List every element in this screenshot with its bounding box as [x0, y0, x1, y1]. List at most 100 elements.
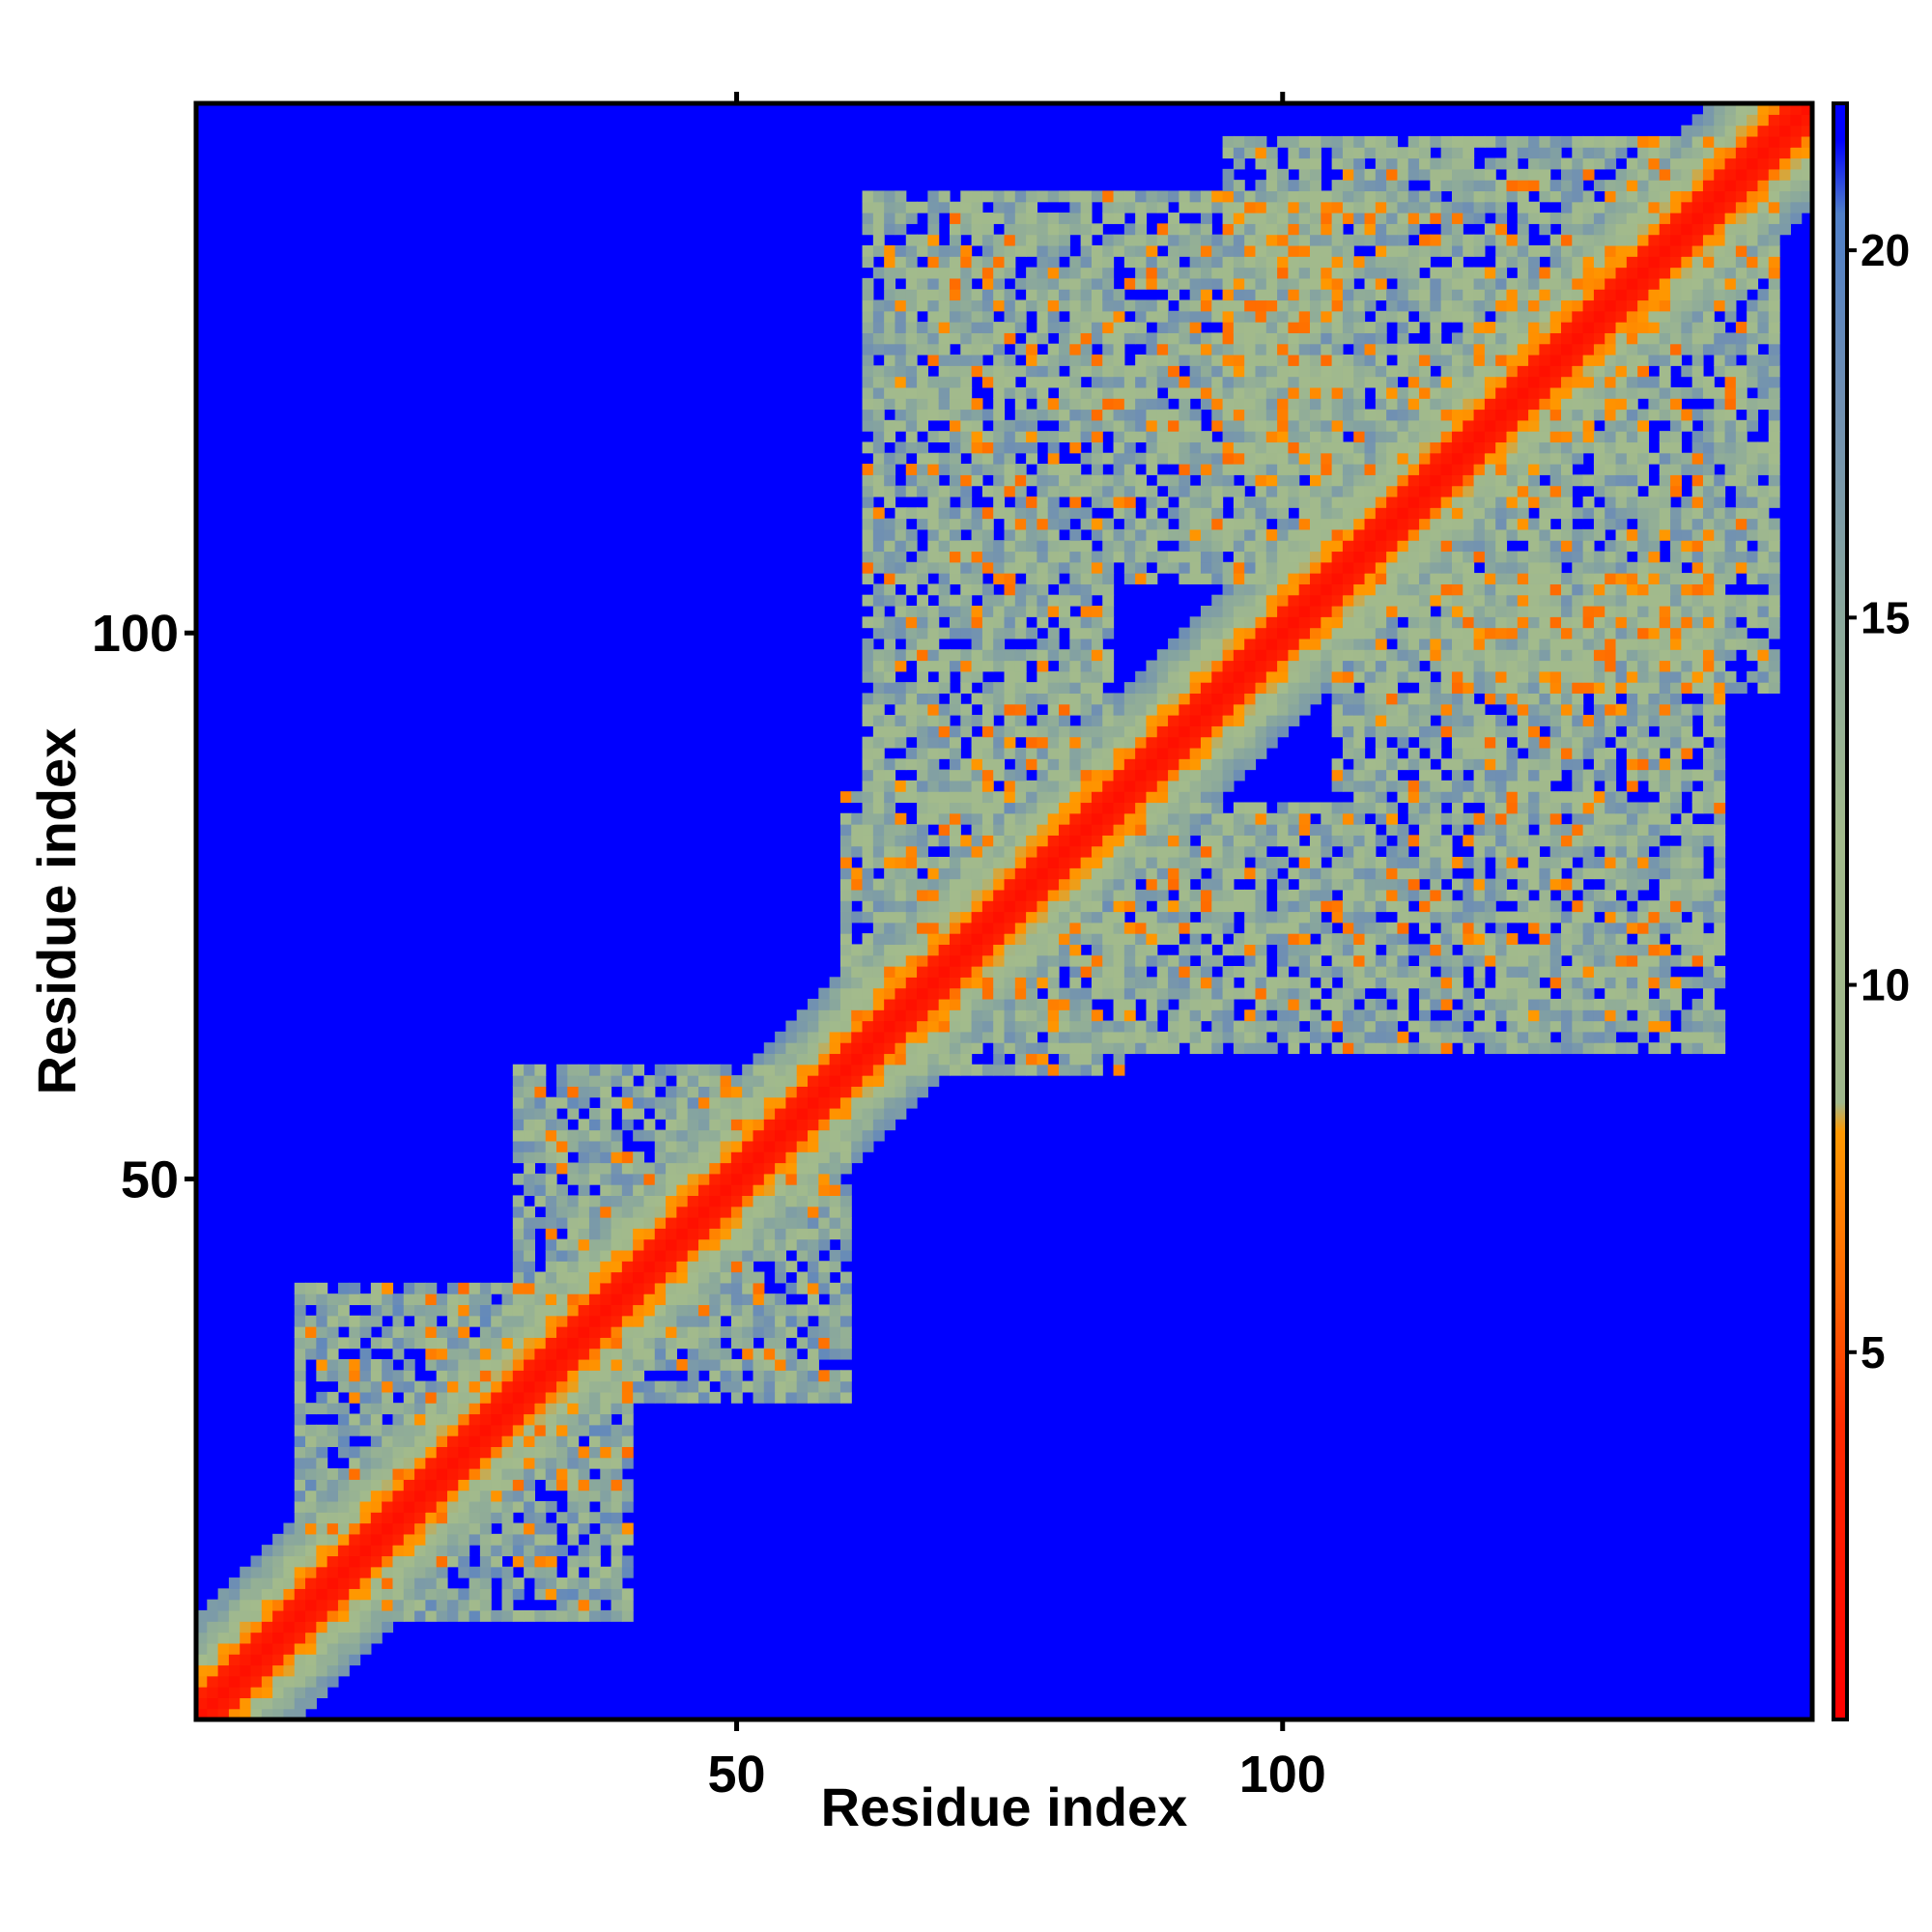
heatmap-cell: [862, 693, 874, 705]
heatmap-cell: [981, 889, 994, 901]
heatmap-cell: [818, 987, 831, 1000]
heatmap-cell: [446, 1424, 459, 1436]
heatmap-cell: [1014, 551, 1027, 563]
heatmap-cell: [1222, 1009, 1235, 1022]
heatmap-cell: [524, 1512, 536, 1524]
heatmap-cell: [1691, 977, 1704, 989]
heatmap-cell: [524, 1162, 536, 1175]
heatmap-cell: [621, 1457, 634, 1469]
heatmap-cell: [425, 1545, 438, 1557]
heatmap-cell: [1037, 310, 1049, 323]
heatmap-cell: [895, 332, 907, 345]
heatmap-cell: [872, 1086, 885, 1098]
heatmap-cell: [1146, 769, 1158, 781]
heatmap-cell: [993, 627, 1006, 639]
heatmap-cell: [1004, 474, 1016, 487]
heatmap-cell: [1047, 933, 1060, 946]
heatmap-cell: [1102, 1031, 1115, 1043]
heatmap-cell: [436, 1435, 448, 1447]
heatmap-cell: [643, 1380, 656, 1393]
heatmap-cell: [1430, 812, 1442, 825]
heatmap-cell: [839, 1293, 852, 1306]
heatmap-cell: [633, 1348, 645, 1360]
heatmap-cell: [938, 856, 951, 868]
heatmap-cell: [654, 1391, 667, 1404]
heatmap-cell: [1561, 845, 1573, 858]
heatmap-cell: [1495, 889, 1508, 901]
heatmap-cell: [621, 1337, 634, 1350]
heatmap-cell: [556, 1599, 568, 1611]
heatmap-cell: [337, 1632, 350, 1644]
heatmap-cell: [545, 1577, 557, 1589]
heatmap-cell: [1539, 802, 1551, 814]
heatmap-cell: [1091, 758, 1103, 771]
heatmap-cell: [775, 1107, 787, 1120]
heatmap-cell: [1407, 878, 1420, 891]
heatmap-cell: [305, 1566, 317, 1578]
heatmap-cell: [1123, 386, 1136, 399]
heatmap-cell: [884, 213, 896, 224]
heatmap-cell: [1419, 856, 1431, 868]
heatmap-cell: [512, 1304, 525, 1317]
heatmap-cell: [1004, 310, 1016, 323]
heatmap-cell: [1047, 703, 1060, 716]
heatmap-cell: [697, 1358, 710, 1371]
heatmap-cell: [1037, 1020, 1049, 1033]
heatmap-cell: [337, 1479, 350, 1492]
heatmap-cell: [917, 594, 928, 607]
heatmap-cell: [534, 1064, 547, 1076]
heatmap-cell: [414, 1545, 426, 1557]
heatmap-cell: [545, 1217, 557, 1229]
heatmap-cell: [578, 1326, 590, 1338]
heatmap-cell: [294, 1326, 306, 1338]
heatmap-cell: [905, 354, 918, 366]
heatmap-cell: [1179, 835, 1191, 847]
heatmap-cell: [895, 605, 907, 617]
heatmap-cell: [839, 966, 852, 978]
heatmap-cell: [949, 277, 961, 290]
heatmap-cell: [917, 518, 928, 530]
heatmap-cell: [556, 1140, 568, 1152]
heatmap-cell: [1572, 1042, 1584, 1055]
heatmap-cell: [1004, 289, 1016, 301]
heatmap-cell: [1539, 812, 1551, 825]
heatmap-cell: [1244, 1020, 1257, 1033]
heatmap-cell: [588, 1424, 601, 1436]
heatmap-cell: [1200, 911, 1212, 923]
heatmap-cell: [1123, 856, 1136, 868]
heatmap-cell: [1648, 1042, 1661, 1055]
heatmap-cell: [1407, 867, 1420, 880]
heatmap-cell: [1265, 1042, 1278, 1055]
heatmap-cell: [436, 1588, 448, 1601]
heatmap-cell: [753, 1217, 765, 1229]
heatmap-cell: [872, 594, 885, 607]
heatmap-cell: [370, 1468, 383, 1480]
heatmap-cell: [240, 1697, 252, 1710]
heatmap-cell: [981, 802, 994, 814]
heatmap-cell: [1463, 758, 1475, 771]
heatmap-cell: [359, 1545, 372, 1557]
heatmap-cell: [469, 1304, 481, 1317]
heatmap-cell: [1113, 244, 1125, 257]
heatmap-cell: [1004, 299, 1016, 312]
heatmap-cell: [1222, 845, 1235, 858]
heatmap-cell: [1342, 998, 1354, 1010]
heatmap-cell: [633, 1064, 645, 1076]
heatmap-cell: [862, 812, 874, 825]
heatmap-cell: [1265, 987, 1278, 1000]
heatmap-cell: [981, 660, 994, 672]
heatmap-cell: [1353, 1031, 1366, 1043]
heatmap-cell: [359, 1424, 372, 1436]
heatmap-cell: [392, 1348, 405, 1360]
heatmap-cell: [666, 1358, 677, 1371]
heatmap-cell: [1026, 824, 1038, 836]
heatmap-cell: [1364, 791, 1377, 804]
heatmap-cell: [938, 398, 951, 411]
heatmap-cell: [981, 464, 994, 475]
heatmap-cell: [567, 1446, 580, 1459]
heatmap-cell: [1014, 386, 1027, 399]
heatmap-cell: [578, 1522, 590, 1535]
heatmap-cell: [981, 758, 994, 771]
heatmap-cell: [621, 1075, 634, 1087]
heatmap-cell: [316, 1479, 328, 1492]
